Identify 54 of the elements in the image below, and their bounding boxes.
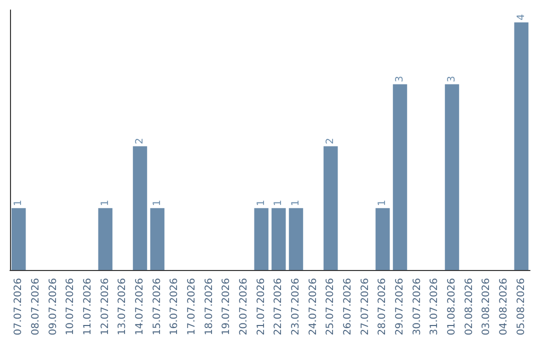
x-tick-label: 01.08.2026 <box>446 278 458 336</box>
x-tick-label: 24.07.2026 <box>308 278 319 336</box>
x-tick-label: 29.07.2026 <box>394 278 406 336</box>
x-tick-label: 07.07.2026 <box>13 278 24 336</box>
x-tick-label: 12.07.2026 <box>100 278 111 336</box>
x-tick-label: 25.07.2026 <box>325 278 336 336</box>
x-tick-label: 30.07.2026 <box>412 278 423 336</box>
x-tick-label: 31.07.2026 <box>429 278 440 336</box>
x-tick-label: 08.07.2026 <box>30 278 42 336</box>
x-tick-label: 11.07.2026 <box>82 278 94 336</box>
data-label: 2 <box>325 138 336 144</box>
data-label: 4 <box>516 14 527 20</box>
x-tick-label: 10.07.2026 <box>65 278 76 336</box>
x-tick-label: 19.07.2026 <box>221 278 232 336</box>
bar <box>444 84 460 270</box>
x-tick-label: 17.07.2026 <box>186 278 198 336</box>
bar <box>324 146 338 270</box>
x-tick-label: 16.07.2026 <box>169 278 180 336</box>
bar <box>272 208 286 270</box>
bar <box>12 208 26 270</box>
x-tick-label: 13.07.2026 <box>117 278 128 336</box>
data-label: 1 <box>290 200 302 206</box>
x-tick-label: 04.08.2026 <box>498 278 510 336</box>
data-label: 1 <box>100 200 111 206</box>
x-tick-label: 22.07.2026 <box>273 278 284 336</box>
x-tick-label: 23.07.2026 <box>290 278 302 336</box>
x-tick-label: 21.07.2026 <box>256 278 267 336</box>
x-tick-label: 26.07.2026 <box>342 278 354 336</box>
bar <box>514 22 528 270</box>
bar <box>288 208 304 270</box>
data-label: 3 <box>446 76 458 82</box>
x-tick-label: 14.07.2026 <box>134 278 146 336</box>
x-tick-label: 09.07.2026 <box>48 278 59 336</box>
data-label: 3 <box>394 76 406 82</box>
bar <box>254 208 268 270</box>
data-label: 2 <box>134 138 146 144</box>
data-label: 1 <box>377 200 388 206</box>
x-tick-label: 20.07.2026 <box>238 278 250 336</box>
data-label: 1 <box>13 200 24 206</box>
x-tick-label: 27.07.2026 <box>360 278 371 336</box>
data-label: 1 <box>152 200 163 206</box>
bar <box>392 84 408 270</box>
x-tick-label: 28.07.2026 <box>377 278 388 336</box>
data-label: 1 <box>273 200 284 206</box>
x-tick-label: 02.08.2026 <box>464 278 475 336</box>
x-tick-label: 03.08.2026 <box>481 278 492 336</box>
bar <box>150 208 164 270</box>
bar <box>376 208 390 270</box>
x-tick-label: 05.08.2026 <box>516 278 527 336</box>
x-tick-label: 18.07.2026 <box>204 278 215 336</box>
data-label: 1 <box>256 200 267 206</box>
x-tick-label: 15.07.2026 <box>152 278 163 336</box>
bar <box>98 208 112 270</box>
bar <box>132 146 148 270</box>
